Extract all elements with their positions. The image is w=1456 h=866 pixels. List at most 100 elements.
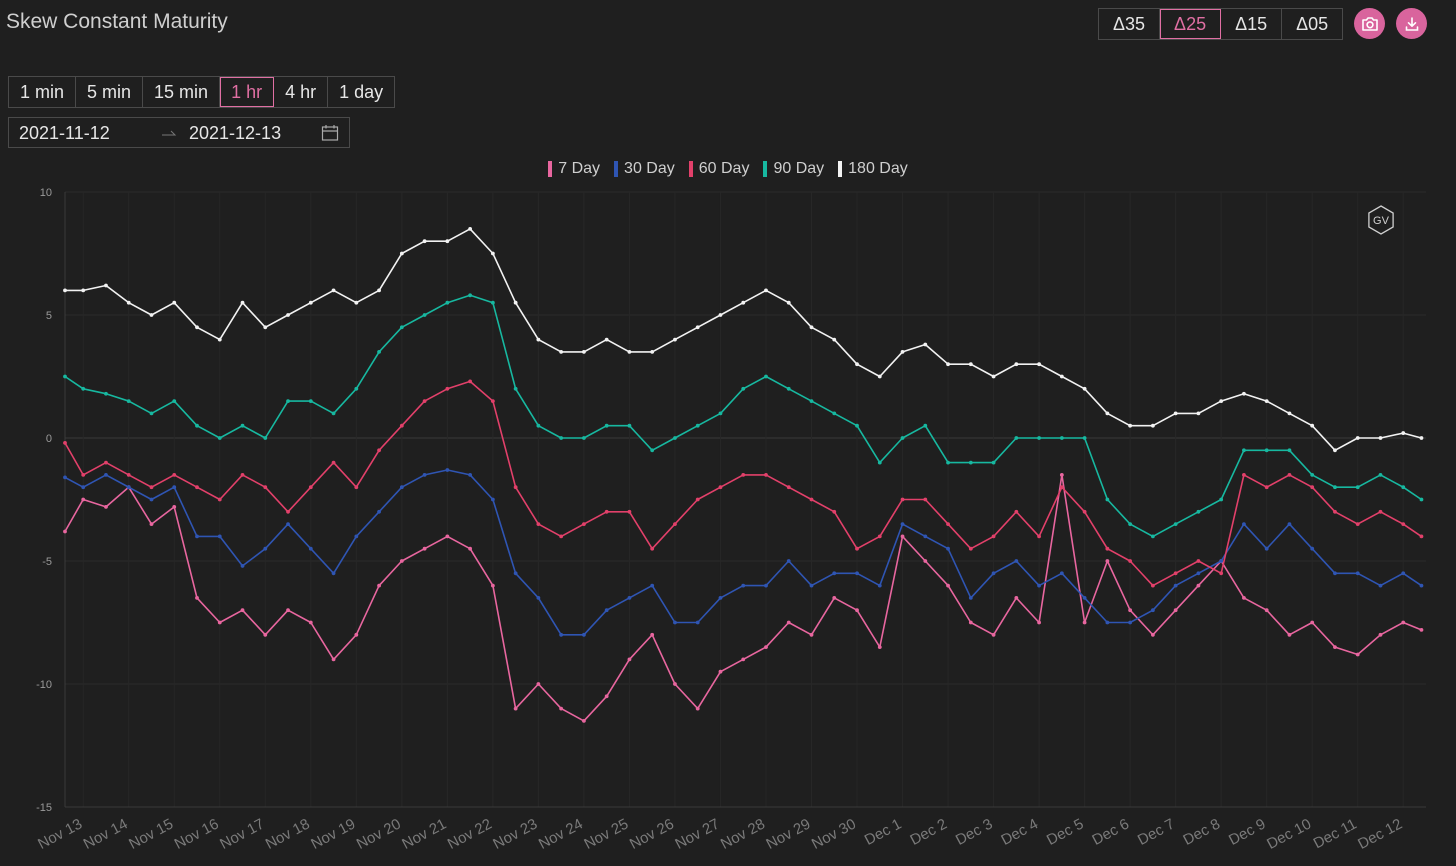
data-point: [536, 337, 541, 342]
data-point: [1014, 596, 1019, 600]
data-point: [308, 546, 313, 551]
data-point: [331, 571, 336, 576]
data-point: [195, 485, 199, 490]
interval-1min-button[interactable]: 1 min: [9, 77, 77, 107]
data-point: [1173, 522, 1178, 526]
data-point: [1242, 391, 1246, 396]
data-point: [149, 497, 154, 502]
interval-15min-button[interactable]: 15 min: [143, 77, 221, 107]
data-point: [1037, 436, 1041, 440]
legend-item-90-day[interactable]: 90 Day: [763, 160, 824, 178]
data-point: [1082, 436, 1087, 440]
data-point: [855, 571, 859, 576]
data-point: [240, 473, 245, 477]
data-point: [877, 374, 882, 379]
data-point: [559, 706, 564, 711]
data-point: [1059, 485, 1064, 490]
legend-item-30-day[interactable]: 30 Day: [614, 160, 675, 178]
date-range-picker[interactable]: 2021-11-12 2021-12-13: [8, 117, 350, 148]
data-point: [1401, 431, 1406, 435]
data-point: [695, 620, 700, 625]
delta-35-button[interactable]: Δ35: [1099, 9, 1161, 39]
legend-item-180-day[interactable]: 180 Day: [838, 160, 908, 178]
data-point: [1264, 399, 1269, 403]
data-point: [923, 534, 928, 539]
data-point: [900, 497, 905, 502]
data-point: [900, 436, 905, 440]
chart-legend: 7 Day 30 Day 60 Day 90 Day 180 Day: [0, 160, 1456, 178]
data-point: [650, 583, 655, 588]
download-button[interactable]: [1396, 8, 1427, 39]
data-point: [286, 608, 290, 613]
data-point: [650, 448, 655, 453]
data-point: [1196, 411, 1201, 416]
data-point: [786, 620, 791, 625]
data-point: [422, 473, 427, 477]
data-point: [240, 564, 245, 568]
x-tick-label: Nov 26: [627, 816, 677, 853]
data-point: [923, 342, 928, 347]
data-point: [1264, 448, 1269, 453]
data-point: [1037, 362, 1041, 367]
data-point: [877, 534, 882, 539]
data-point: [1196, 559, 1201, 563]
calendar-icon[interactable]: [321, 124, 339, 142]
data-point: [1355, 436, 1360, 440]
legend-item-60-day[interactable]: 60 Day: [688, 160, 749, 178]
data-point: [1401, 620, 1406, 625]
data-point: [1287, 522, 1292, 526]
data-point: [695, 325, 700, 330]
data-point: [1333, 509, 1337, 514]
data-point: [172, 485, 177, 490]
data-point: [582, 719, 586, 723]
data-point: [195, 596, 199, 600]
legend-item-7-day[interactable]: 7 Day: [548, 160, 600, 178]
data-point: [1242, 473, 1246, 477]
data-point: [1150, 534, 1155, 539]
delta-15-button[interactable]: Δ15: [1221, 9, 1283, 39]
interval-1day-button[interactable]: 1 day: [339, 82, 384, 102]
interval-4hr-button[interactable]: 4 hr: [274, 77, 329, 107]
data-point: [104, 391, 108, 396]
data-point: [1355, 652, 1360, 657]
data-point: [308, 399, 313, 403]
x-tick-label: Nov 22: [445, 816, 495, 853]
interval-5min-button[interactable]: 5 min: [76, 77, 144, 107]
data-point: [1105, 497, 1110, 502]
data-point: [81, 497, 86, 502]
delta-25-button[interactable]: Δ25: [1160, 9, 1222, 39]
screenshot-button[interactable]: [1354, 8, 1385, 39]
date-start-input[interactable]: 2021-11-12: [19, 123, 110, 143]
data-point: [149, 411, 154, 416]
data-point: [1355, 522, 1360, 526]
data-point: [1401, 571, 1406, 576]
data-point: [331, 411, 336, 416]
data-point: [923, 497, 928, 502]
x-tick-label: Dec 6: [1089, 816, 1132, 849]
data-point: [1310, 546, 1315, 551]
data-point: [1310, 473, 1315, 477]
data-point: [968, 546, 973, 551]
data-point: [195, 534, 199, 539]
data-point: [900, 350, 905, 354]
data-point: [513, 386, 518, 391]
delta-05-button[interactable]: Δ05: [1296, 14, 1329, 34]
data-point: [559, 534, 564, 539]
x-tick-label: Nov 19: [308, 816, 358, 853]
interval-1hr-button[interactable]: 1 hr: [220, 77, 275, 107]
data-point: [377, 583, 381, 588]
x-tick-label: Nov 16: [172, 816, 222, 853]
data-point: [809, 583, 814, 588]
data-point: [968, 620, 973, 625]
data-point: [741, 657, 746, 662]
data-point: [604, 337, 609, 342]
x-tick-label: Nov 21: [399, 816, 449, 853]
data-point: [968, 362, 973, 367]
data-point: [513, 300, 518, 305]
data-point: [809, 399, 814, 403]
data-point: [240, 300, 245, 305]
x-tick-label: Nov 25: [581, 816, 631, 853]
date-end-input[interactable]: 2021-12-13: [189, 123, 282, 143]
data-point: [63, 475, 67, 480]
data-point: [695, 497, 700, 502]
